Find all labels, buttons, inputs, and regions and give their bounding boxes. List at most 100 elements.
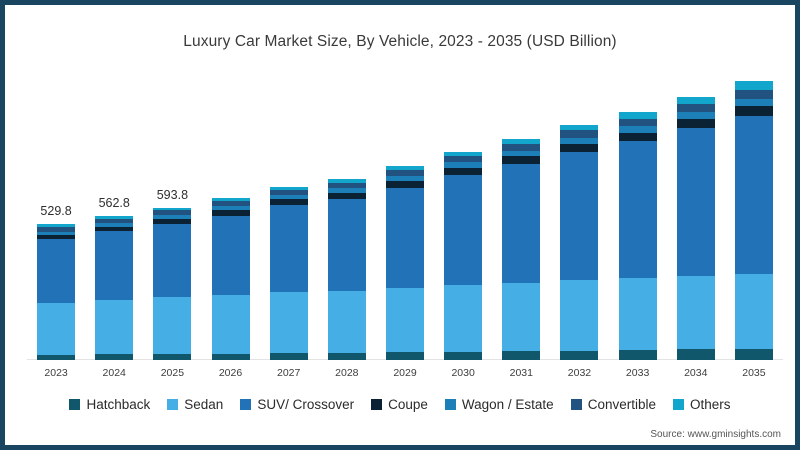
- bar-segment[interactable]: [618, 278, 657, 351]
- stacked-bar[interactable]: [37, 224, 76, 360]
- legend-item[interactable]: Others: [673, 397, 731, 412]
- bar-segment[interactable]: [327, 188, 366, 193]
- bar-segment[interactable]: [327, 182, 366, 189]
- bar-segment[interactable]: [327, 179, 366, 183]
- bar-segment[interactable]: [734, 273, 773, 349]
- bar-segment[interactable]: [618, 118, 657, 127]
- bar-segment[interactable]: [444, 174, 483, 286]
- bar-segment[interactable]: [676, 104, 715, 113]
- bar-segment[interactable]: [95, 215, 134, 219]
- bar-segment[interactable]: [153, 218, 192, 224]
- bar-segment[interactable]: [676, 118, 715, 129]
- bar-segment[interactable]: [327, 291, 366, 353]
- bar-segment[interactable]: [502, 139, 541, 144]
- legend-item[interactable]: SUV/ Crossover: [240, 397, 354, 412]
- bar-segment[interactable]: [444, 156, 483, 163]
- bar-segment[interactable]: [269, 186, 308, 190]
- bar-segment[interactable]: [153, 223, 192, 298]
- legend-item[interactable]: Convertible: [570, 397, 656, 412]
- bar-segment[interactable]: [386, 288, 424, 353]
- legend-item[interactable]: Wagon / Estate: [444, 397, 554, 412]
- bar-segment[interactable]: [676, 96, 715, 105]
- bar-segment[interactable]: [502, 156, 541, 164]
- bar-segment[interactable]: [153, 297, 192, 354]
- bar-segment[interactable]: [386, 181, 424, 188]
- bar-segment[interactable]: [327, 352, 366, 360]
- bar-segment[interactable]: [95, 231, 134, 301]
- bar-segment[interactable]: [676, 349, 715, 360]
- bar-segment[interactable]: [211, 201, 250, 207]
- bar-segment[interactable]: [211, 215, 250, 296]
- bar-segment[interactable]: [560, 143, 599, 152]
- bar-segment[interactable]: [211, 198, 250, 202]
- legend-item[interactable]: Sedan: [167, 397, 223, 412]
- bar-segment[interactable]: [676, 275, 715, 350]
- bar-segment[interactable]: [386, 352, 424, 360]
- bar-segment[interactable]: [327, 192, 366, 199]
- bar-segment[interactable]: [211, 353, 250, 360]
- bar-segment[interactable]: [153, 353, 192, 360]
- bar-segment[interactable]: [444, 285, 483, 352]
- bar-segment[interactable]: [734, 81, 773, 91]
- bar-segment[interactable]: [269, 199, 308, 206]
- bar-segment[interactable]: [444, 351, 483, 360]
- stacked-bar[interactable]: [269, 186, 308, 360]
- bar-segment[interactable]: [269, 189, 308, 196]
- bar-segment[interactable]: [676, 112, 715, 119]
- bar-segment[interactable]: [269, 195, 308, 200]
- stacked-bar[interactable]: [153, 207, 192, 360]
- bar-segment[interactable]: [386, 166, 424, 171]
- bar-segment[interactable]: [95, 300, 134, 355]
- bar-segment[interactable]: [560, 151, 599, 281]
- legend-item[interactable]: Hatchback: [69, 397, 150, 412]
- bar-segment[interactable]: [444, 152, 483, 156]
- bar-segment[interactable]: [95, 354, 134, 360]
- bar-segment[interactable]: [618, 141, 657, 279]
- stacked-bar[interactable]: [211, 198, 250, 360]
- bar-segment[interactable]: [734, 90, 773, 100]
- bar-segment[interactable]: [502, 150, 541, 157]
- stacked-bar[interactable]: [444, 152, 483, 360]
- bar-segment[interactable]: [211, 206, 250, 211]
- stacked-bar[interactable]: [676, 96, 715, 360]
- bar-segment[interactable]: [37, 234, 76, 239]
- stacked-bar[interactable]: [386, 166, 424, 360]
- bar-segment[interactable]: [211, 295, 250, 354]
- stacked-bar[interactable]: [560, 125, 599, 360]
- bar-segment[interactable]: [502, 163, 541, 283]
- bar-segment[interactable]: [502, 143, 541, 151]
- stacked-bar[interactable]: [618, 112, 657, 360]
- bar-segment[interactable]: [734, 106, 773, 116]
- bar-segment[interactable]: [444, 167, 483, 175]
- bar-segment[interactable]: [153, 207, 192, 211]
- bar-segment[interactable]: [386, 176, 424, 182]
- bar-segment[interactable]: [560, 280, 599, 351]
- bar-segment[interactable]: [95, 223, 134, 227]
- bar-segment[interactable]: [95, 218, 134, 224]
- bar-segment[interactable]: [618, 132, 657, 142]
- bar-segment[interactable]: [327, 198, 366, 292]
- bar-segment[interactable]: [618, 350, 657, 360]
- bar-segment[interactable]: [37, 227, 76, 232]
- bar-segment[interactable]: [37, 302, 76, 355]
- bar-segment[interactable]: [95, 226, 134, 232]
- stacked-bar[interactable]: [734, 81, 773, 360]
- stacked-bar[interactable]: [95, 215, 134, 360]
- bar-segment[interactable]: [269, 292, 308, 354]
- bar-segment[interactable]: [153, 210, 192, 216]
- bar-segment[interactable]: [734, 348, 773, 360]
- stacked-bar[interactable]: [327, 179, 366, 360]
- bar-segment[interactable]: [37, 224, 76, 228]
- bar-segment[interactable]: [153, 215, 192, 219]
- bar-segment[interactable]: [560, 350, 599, 360]
- bar-segment[interactable]: [560, 125, 599, 131]
- bar-segment[interactable]: [502, 351, 541, 360]
- bar-segment[interactable]: [386, 187, 424, 289]
- bar-segment[interactable]: [269, 205, 308, 293]
- bar-segment[interactable]: [560, 137, 599, 144]
- bar-segment[interactable]: [618, 112, 657, 119]
- bar-segment[interactable]: [560, 130, 599, 138]
- bar-segment[interactable]: [386, 170, 424, 177]
- bar-segment[interactable]: [37, 354, 76, 360]
- bar-segment[interactable]: [37, 238, 76, 303]
